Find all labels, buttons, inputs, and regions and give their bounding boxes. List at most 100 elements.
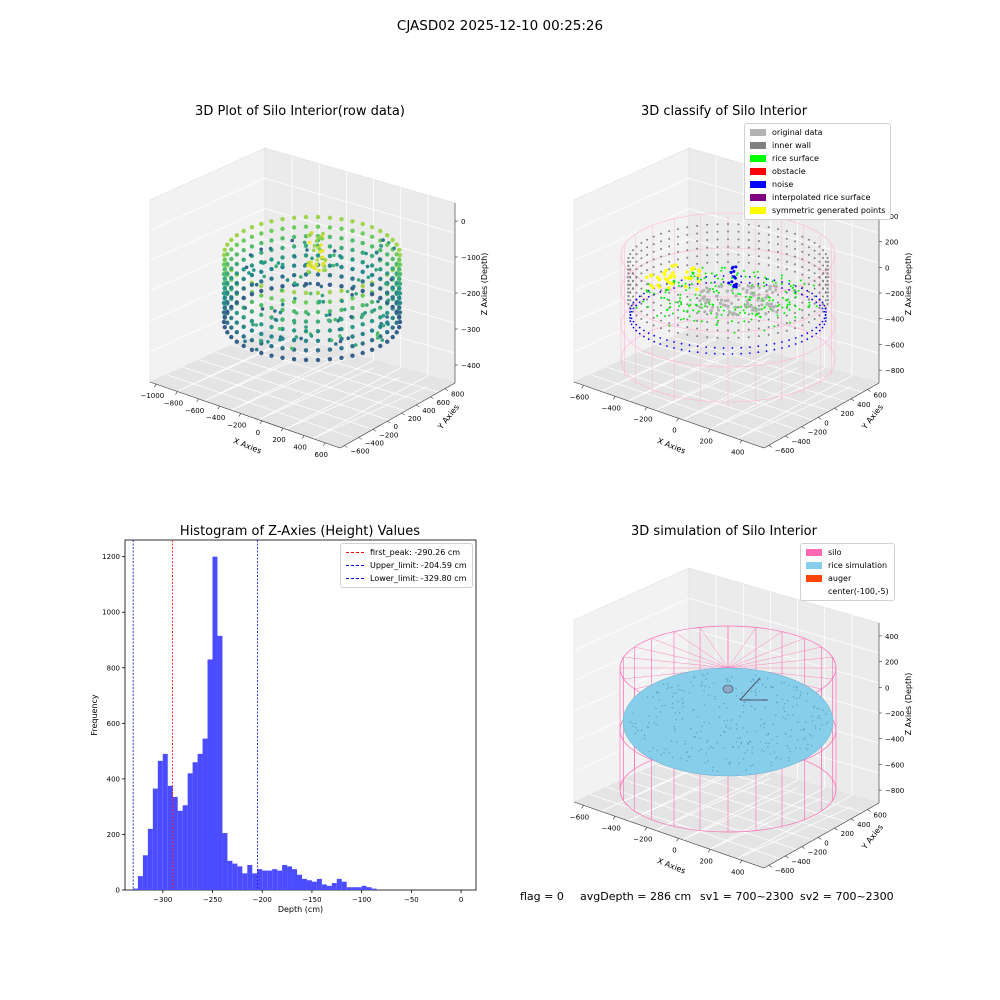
silo-wall-point — [269, 219, 274, 224]
rice-simulation-point — [746, 731, 749, 733]
rice-surface-point — [739, 293, 742, 296]
noise-point — [823, 310, 826, 313]
rice-simulation-point — [729, 761, 731, 764]
rice-simulation-point — [672, 703, 674, 705]
silo-wall-point — [369, 328, 375, 333]
silo-wall-point — [397, 285, 402, 291]
legend-label: Upper_limit: -204.59 cm — [370, 561, 467, 570]
noise-point — [632, 326, 635, 329]
rice-simulation-point — [807, 743, 809, 746]
inner-wall-point — [757, 327, 760, 330]
silo-roof-rib — [727, 631, 783, 669]
y-tick-label: −600 — [775, 867, 794, 875]
inner-wall-point — [824, 291, 827, 294]
rice-surface-point — [768, 296, 771, 299]
rice-surface-point — [786, 303, 789, 306]
legend-swatch — [806, 575, 822, 582]
inner-wall-point — [629, 268, 632, 271]
original-data-point — [719, 298, 724, 302]
rice-simulation-point — [740, 741, 743, 743]
silo-wall-point — [234, 271, 239, 276]
rice-simulation-point — [684, 740, 687, 742]
grid-line — [199, 359, 390, 421]
depth-point — [248, 253, 253, 257]
silo-wall-point — [241, 248, 246, 253]
y-tick — [768, 864, 773, 868]
silo-wall-point — [385, 339, 390, 344]
x-axis-line — [573, 381, 765, 449]
inner-wall-point — [652, 316, 655, 319]
rice-surface-point — [681, 284, 683, 287]
inner-wall-point — [631, 264, 634, 267]
panel4-legend: silo rice simulation auger center(-100,-… — [800, 543, 895, 601]
silo-wall-point — [234, 261, 239, 267]
silo-wall-point — [327, 234, 333, 240]
rice-surface-point — [792, 284, 795, 287]
legend-item: interpolated rice surface — [750, 191, 885, 204]
rice-surface-point — [742, 309, 745, 312]
depth-point — [354, 292, 359, 296]
depth-point — [243, 306, 247, 310]
z-tick-label: −400 — [885, 736, 904, 744]
x-tick-label: 0 — [256, 429, 260, 437]
histogram-bar — [361, 885, 367, 890]
legend-swatch — [750, 155, 766, 162]
rice-simulation-point — [658, 691, 660, 694]
depth-point — [273, 309, 277, 313]
rice-simulation-point — [723, 702, 725, 705]
x-tick-label: 400 — [731, 868, 744, 876]
rice-surface-point — [664, 291, 667, 294]
silo-wall-point — [291, 273, 297, 278]
rice-simulation-point — [712, 766, 714, 769]
y-tick — [444, 388, 449, 391]
silo-wall-point — [234, 310, 239, 316]
rice-surface-point — [711, 288, 714, 290]
x-tick-label: −200 — [253, 896, 272, 904]
inner-wall-point — [627, 295, 630, 297]
status-avg-depth: avgDepth = 286 cm — [580, 890, 692, 903]
y-tick — [401, 412, 405, 416]
rice-simulation-point — [737, 737, 739, 739]
inner-wall-point — [807, 238, 810, 241]
grid-line — [709, 367, 825, 430]
original-data-point — [751, 285, 755, 289]
rice-surface-point — [682, 310, 685, 312]
y-tick — [768, 444, 773, 448]
noise-point — [696, 351, 699, 354]
rice-simulation-point — [754, 708, 756, 710]
silo-wall-point — [259, 221, 264, 227]
silo-wall-point — [390, 334, 395, 340]
inner-wall-point — [737, 321, 740, 324]
silo-wall-point — [249, 225, 255, 230]
grid-line — [264, 238, 456, 294]
rice-simulation-point — [701, 673, 703, 675]
y-tick — [372, 429, 377, 432]
inner-wall-point — [706, 328, 709, 331]
rice-surface-point — [694, 293, 697, 296]
rice-surface-point — [776, 314, 779, 317]
histogram-bar — [282, 865, 288, 890]
rice-simulation-point — [671, 706, 673, 709]
rice-surface-point — [679, 297, 682, 300]
rice-simulation-point — [662, 683, 665, 685]
x-tick-label: 0 — [672, 846, 676, 854]
grid-line — [573, 208, 690, 262]
symmetric-point — [687, 276, 691, 281]
inner-wall-point — [793, 232, 796, 235]
inner-wall-point — [824, 268, 827, 271]
original-data-point — [757, 293, 761, 297]
rice-surface-point — [808, 301, 811, 304]
rice-surface-point — [653, 292, 656, 295]
depth-point — [292, 320, 297, 325]
inner-wall-point — [727, 230, 729, 233]
inner-wall-point — [747, 328, 750, 331]
rice-simulation-point — [772, 686, 774, 688]
original-data-point — [698, 305, 702, 309]
original-data-point — [730, 301, 734, 305]
inner-wall-point — [635, 260, 638, 263]
inner-wall-point — [677, 266, 679, 269]
y-tick-label: 200 — [841, 830, 854, 838]
x-tick — [676, 838, 679, 842]
rice-simulation-point — [796, 686, 798, 688]
rice-simulation-point — [792, 714, 794, 716]
